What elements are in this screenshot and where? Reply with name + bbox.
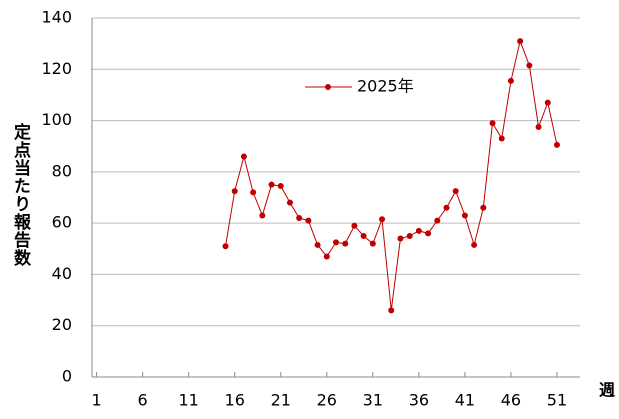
y-tick-label: 100 bbox=[41, 110, 72, 129]
point bbox=[507, 77, 514, 84]
y-tick-label: 40 bbox=[52, 264, 72, 283]
point bbox=[544, 99, 551, 106]
x-tick-label: 1 bbox=[92, 391, 102, 410]
legend-label: 2025年 bbox=[357, 77, 414, 96]
x-tick-label: 41 bbox=[455, 391, 475, 410]
point bbox=[268, 181, 275, 188]
point bbox=[489, 120, 496, 127]
point bbox=[425, 230, 432, 237]
point bbox=[415, 227, 422, 234]
x-tick-label: 11 bbox=[178, 391, 198, 410]
y-tick-label: 120 bbox=[41, 59, 72, 78]
point bbox=[277, 182, 284, 189]
y-tick-label: 20 bbox=[52, 315, 72, 334]
point bbox=[397, 235, 404, 242]
point bbox=[379, 216, 386, 223]
point bbox=[351, 222, 358, 229]
point bbox=[535, 123, 542, 130]
legend-marker bbox=[325, 84, 331, 90]
point bbox=[434, 217, 441, 224]
point bbox=[498, 135, 505, 142]
y-axis-label: 定点当たり報告数 bbox=[10, 122, 31, 267]
x-tick-label: 31 bbox=[363, 391, 383, 410]
x-tick-label: 16 bbox=[225, 391, 245, 410]
point bbox=[296, 215, 303, 222]
point bbox=[369, 240, 376, 247]
point bbox=[305, 217, 312, 224]
point bbox=[526, 62, 533, 69]
x-tick-label: 46 bbox=[501, 391, 521, 410]
point bbox=[517, 38, 524, 45]
point bbox=[314, 241, 321, 248]
x-tick-label: 6 bbox=[138, 391, 148, 410]
x-axis-label: 週 bbox=[599, 381, 615, 400]
y-tick-label: 0 bbox=[62, 367, 72, 386]
point bbox=[388, 307, 395, 314]
point bbox=[259, 212, 266, 219]
point bbox=[461, 212, 468, 219]
y-tick-label: 140 bbox=[41, 8, 72, 27]
point bbox=[471, 241, 478, 248]
point bbox=[443, 204, 450, 211]
point bbox=[342, 240, 349, 247]
point bbox=[452, 188, 459, 195]
point bbox=[286, 199, 293, 206]
point bbox=[323, 253, 330, 260]
point bbox=[553, 141, 560, 148]
point bbox=[222, 243, 229, 250]
point bbox=[250, 189, 257, 196]
x-tick-label: 26 bbox=[317, 391, 337, 410]
x-tick-label: 51 bbox=[547, 391, 567, 410]
x-tick-label: 21 bbox=[271, 391, 291, 410]
point bbox=[406, 232, 413, 239]
x-tick-label: 36 bbox=[409, 391, 429, 410]
point bbox=[360, 232, 367, 239]
point bbox=[333, 239, 339, 246]
y-tick-label: 60 bbox=[52, 213, 72, 232]
point bbox=[231, 188, 238, 195]
point bbox=[480, 204, 487, 211]
point bbox=[240, 153, 247, 160]
y-tick-label: 80 bbox=[52, 161, 72, 180]
